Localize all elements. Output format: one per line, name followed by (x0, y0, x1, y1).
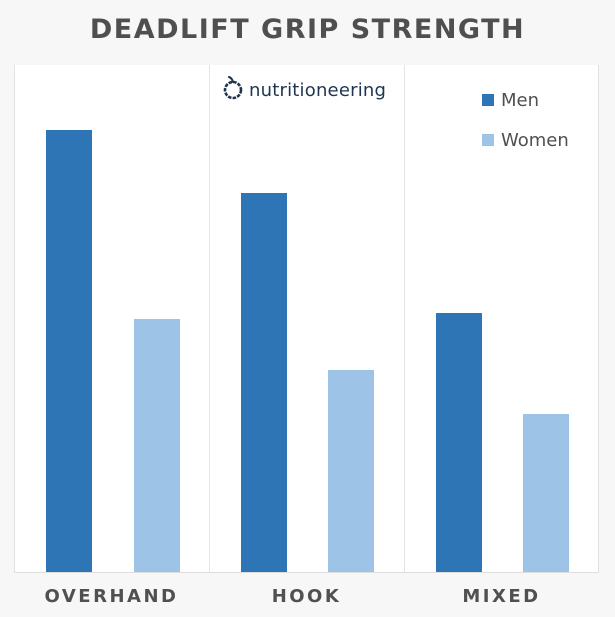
legend: Men Women (482, 88, 569, 168)
plot-area (14, 65, 599, 573)
bar-mixed-men (436, 313, 482, 572)
bar-mixed-women (523, 414, 569, 572)
x-tick-label-hook: HOOK (271, 586, 342, 607)
x-tick-label-mixed: MIXED (462, 586, 541, 607)
legend-label: Men (501, 89, 540, 111)
apple-icon (222, 76, 244, 104)
legend-item-men: Men (482, 88, 569, 112)
logo-text: nutritioneering (249, 79, 387, 101)
x-tick-label-overhand: OVERHAND (44, 586, 179, 607)
group-divider (404, 65, 405, 572)
legend-swatch-men (482, 94, 494, 106)
bar-hook-women (328, 370, 374, 572)
bar-overhand-women (134, 319, 180, 572)
group-divider (209, 65, 210, 572)
chart-title: DEADLIFT GRIP STRENGTH (89, 14, 526, 45)
legend-label: Women (501, 129, 569, 151)
brand-logo: nutritioneering (222, 76, 386, 104)
bar-hook-men (241, 193, 287, 572)
bar-overhand-men (46, 130, 92, 572)
legend-swatch-women (482, 134, 494, 146)
legend-item-women: Women (482, 128, 569, 152)
